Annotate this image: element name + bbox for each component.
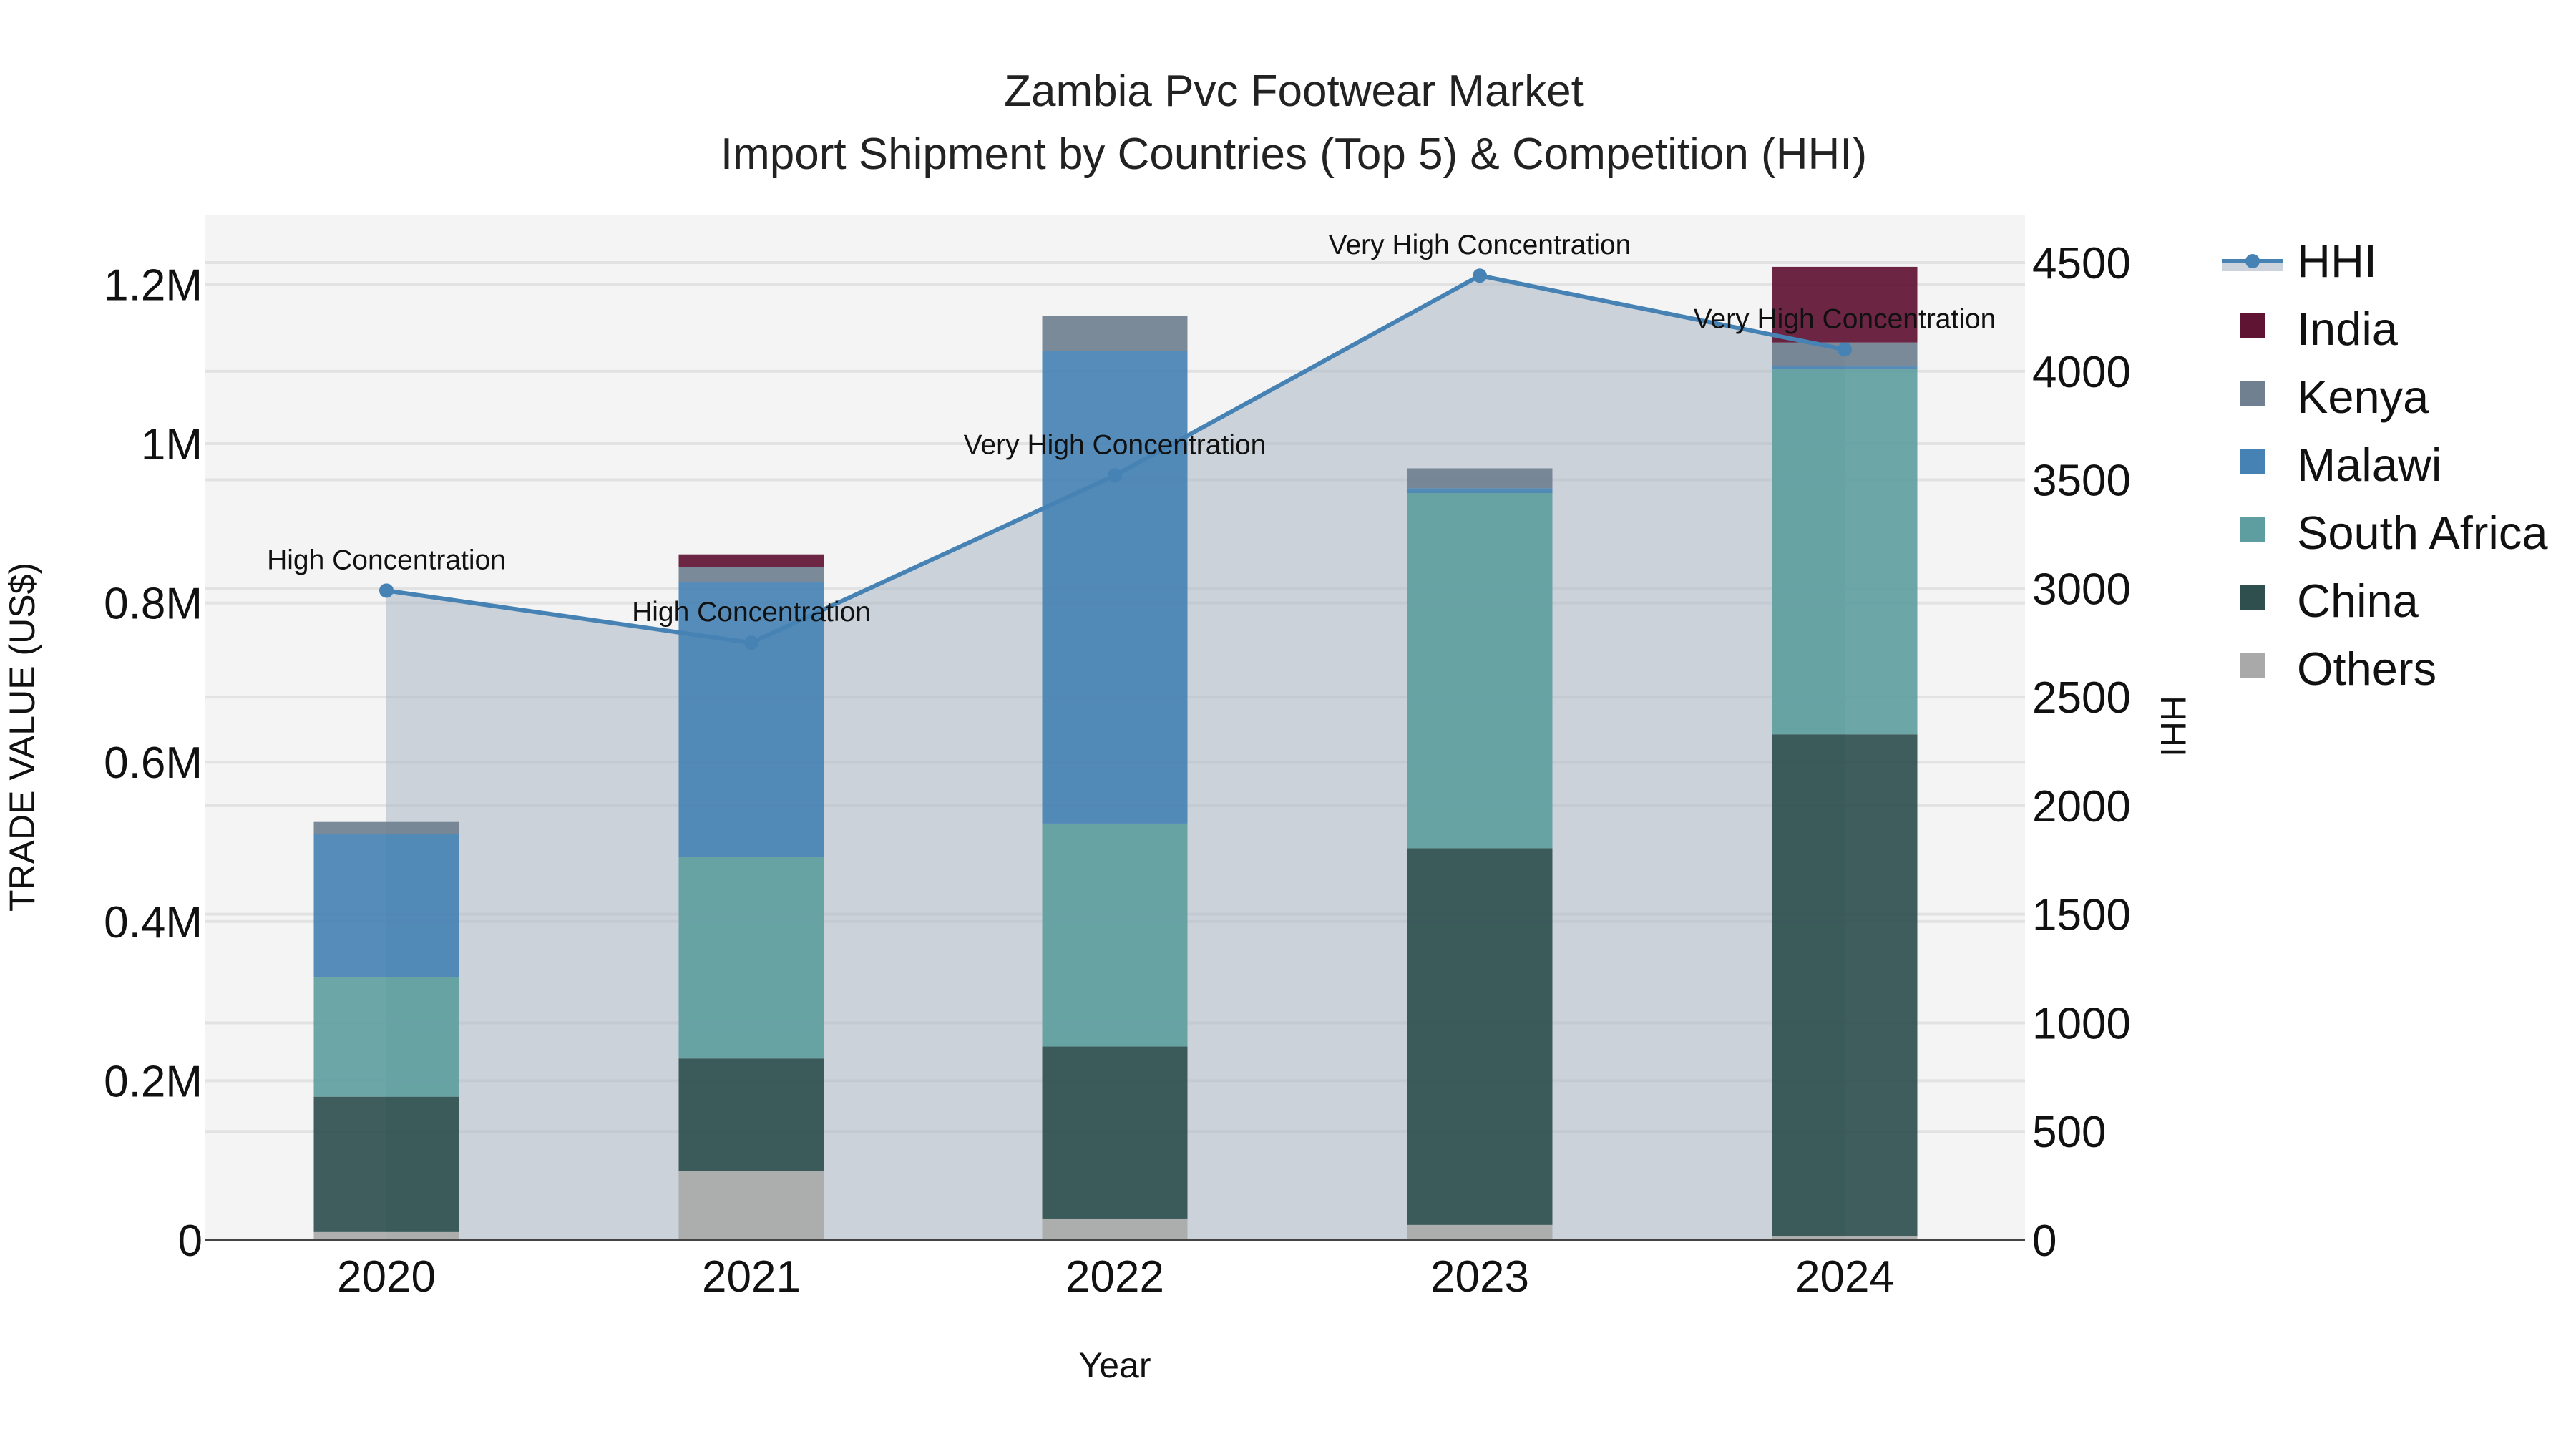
x-tick-label: 2021 [702, 1252, 801, 1302]
hhi-line [379, 268, 1852, 650]
legend-item-china[interactable]: China [2240, 575, 2419, 627]
legend-label: Kenya [2297, 371, 2429, 423]
bar-segment-china[interactable] [678, 1058, 824, 1171]
y2-tick-label: 2500 [2032, 673, 2131, 723]
bar-segment-others[interactable] [1042, 1218, 1188, 1240]
bar-segment-kenya[interactable] [1407, 468, 1553, 489]
legend-marker-icon [2245, 254, 2260, 268]
y2-axis-title: HHI [2153, 696, 2193, 757]
hhi-annotation: High Concentration [632, 597, 871, 628]
x-tick-label: 2023 [1430, 1252, 1529, 1302]
legend-item-hhi[interactable]: HHI [2222, 235, 2377, 287]
bar-segment-china[interactable] [313, 1096, 459, 1232]
legend-item-india[interactable]: India [2240, 303, 2399, 355]
y-axis-title: TRADE VALUE (US$) [2, 562, 42, 912]
bar-segment-china[interactable] [1772, 734, 1918, 1236]
hhi-marker[interactable] [379, 583, 394, 598]
bar-segment-south-africa[interactable] [313, 977, 459, 1097]
bar-stack-2024[interactable] [1772, 266, 1918, 1240]
hhi-annotations: High Concentration High Concentration Very… [267, 230, 1996, 628]
bar-segment-india[interactable] [1772, 266, 1918, 343]
hhi-annotation: Very High Concentration [964, 429, 1267, 460]
x-tick-label: 2022 [1065, 1252, 1164, 1302]
y-tick-label: 0.6M [104, 738, 203, 788]
legend-swatch-icon [2240, 585, 2265, 610]
x-tick-label: 2020 [337, 1252, 436, 1302]
legend: HHI India Kenya Malawi South Africa China Othe… [2222, 235, 2548, 695]
bar-segment-kenya[interactable] [1042, 316, 1188, 351]
legend-label: Malawi [2297, 439, 2441, 491]
bar-segment-china[interactable] [1042, 1046, 1188, 1219]
legend-swatch-icon [2240, 653, 2265, 678]
y2-tick-label: 2000 [2032, 782, 2131, 831]
legend-swatch-icon [2240, 381, 2265, 406]
chart-title: Zambia Pvc Footwear Market [1004, 67, 1584, 116]
x-axis-title: Year [1078, 1345, 1151, 1385]
bar-segment-malawi[interactable] [1772, 366, 1918, 369]
y2-axis-ticks: 0 500 1000 1500 2000 2500 3000 3500 4000 4500 [2032, 239, 2131, 1266]
bar-stack-2021[interactable] [678, 554, 824, 1240]
y2-tick-label: 0 [2032, 1216, 2057, 1266]
bar-segment-south-africa[interactable] [1407, 493, 1553, 849]
bar-segment-kenya[interactable] [313, 821, 459, 834]
legend-swatch-icon [2240, 449, 2265, 474]
bar-segment-kenya[interactable] [678, 567, 824, 582]
hhi-marker[interactable] [744, 635, 758, 650]
hhi-marker[interactable] [1473, 268, 1487, 283]
legend-label: Others [2297, 643, 2436, 695]
bar-stacks [313, 266, 1918, 1240]
legend-item-others[interactable]: Others [2240, 643, 2436, 695]
legend-swatch-icon [2240, 313, 2265, 338]
y-axis-ticks: 0 0.2M 0.4M 0.6M 0.8M 1M 1.2M [104, 260, 203, 1266]
bar-segment-others[interactable] [313, 1231, 459, 1240]
legend-item-south-africa[interactable]: South Africa [2240, 507, 2548, 559]
chart-subtitle: Import Shipment by Countries (Top 5) & C… [721, 130, 1867, 179]
bar-stack-2022[interactable] [1042, 316, 1188, 1240]
bar-stack-2023[interactable] [1407, 468, 1553, 1240]
y2-tick-label: 4000 [2032, 348, 2131, 397]
y-tick-label: 0 [178, 1216, 203, 1266]
legend-label: China [2297, 575, 2419, 627]
legend-label: India [2297, 303, 2399, 355]
hhi-annotation: Very High Concentration [1329, 230, 1631, 260]
bar-stack-2020[interactable] [313, 821, 459, 1240]
bar-segment-malawi[interactable] [313, 834, 459, 977]
legend-swatch-icon [2240, 517, 2265, 542]
legend-item-kenya[interactable]: Kenya [2240, 371, 2429, 423]
x-tick-label: 2024 [1795, 1252, 1894, 1302]
y2-tick-label: 1500 [2032, 891, 2131, 940]
legend-item-malawi[interactable]: Malawi [2240, 439, 2441, 491]
y-tick-label: 0.2M [104, 1057, 203, 1106]
bar-segment-malawi[interactable] [678, 582, 824, 857]
y2-tick-label: 3000 [2032, 565, 2131, 614]
hhi-annotation: Very High Concentration [1694, 303, 1996, 334]
y2-tick-label: 1000 [2032, 999, 2131, 1048]
bar-segment-others[interactable] [1772, 1236, 1918, 1240]
bar-segment-malawi[interactable] [1042, 351, 1188, 824]
y-tick-label: 1.2M [104, 260, 203, 310]
y2-tick-label: 3500 [2032, 457, 2131, 506]
y-tick-label: 0.4M [104, 898, 203, 947]
bar-segment-india[interactable] [678, 554, 824, 567]
bar-segment-others[interactable] [678, 1171, 824, 1240]
bar-segment-malawi[interactable] [1407, 488, 1553, 494]
y-tick-label: 0.8M [104, 580, 203, 629]
y-tick-label: 1M [141, 420, 203, 469]
y2-tick-label: 500 [2032, 1108, 2106, 1157]
bar-segment-china[interactable] [1407, 848, 1553, 1225]
y2-tick-label: 4500 [2032, 239, 2131, 288]
hhi-annotation: High Concentration [267, 545, 506, 575]
legend-label: HHI [2297, 235, 2377, 287]
hhi-marker[interactable] [1108, 468, 1122, 483]
bar-segment-south-africa[interactable] [1042, 823, 1188, 1047]
hhi-marker[interactable] [1838, 342, 1852, 357]
legend-label: South Africa [2297, 507, 2548, 559]
bar-segment-others[interactable] [1407, 1224, 1553, 1240]
bar-segment-south-africa[interactable] [678, 857, 824, 1059]
bar-segment-south-africa[interactable] [1772, 369, 1918, 735]
x-axis-ticks: 2020 2021 2022 2023 2024 [337, 1252, 1894, 1302]
